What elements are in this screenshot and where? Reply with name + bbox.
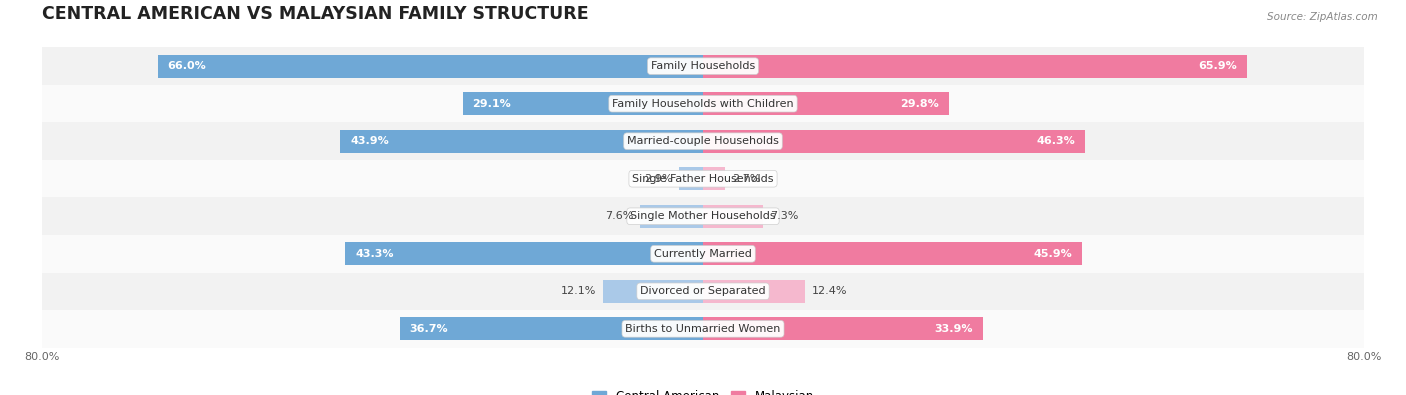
- Bar: [42, 235, 1364, 273]
- Bar: [679, 167, 703, 190]
- Text: 7.3%: 7.3%: [770, 211, 799, 221]
- Text: 29.1%: 29.1%: [472, 99, 512, 109]
- Bar: [346, 242, 703, 265]
- Bar: [157, 55, 703, 78]
- Bar: [42, 85, 1364, 122]
- Bar: [463, 92, 703, 115]
- Text: 33.9%: 33.9%: [935, 324, 973, 334]
- Text: CENTRAL AMERICAN VS MALAYSIAN FAMILY STRUCTURE: CENTRAL AMERICAN VS MALAYSIAN FAMILY STR…: [42, 5, 589, 23]
- Text: 7.6%: 7.6%: [605, 211, 634, 221]
- Bar: [703, 280, 806, 303]
- Text: Family Households: Family Households: [651, 61, 755, 71]
- Bar: [703, 317, 983, 340]
- Text: 2.7%: 2.7%: [733, 174, 761, 184]
- Text: Single Mother Households: Single Mother Households: [630, 211, 776, 221]
- Bar: [703, 130, 1085, 153]
- Bar: [42, 47, 1364, 85]
- Text: Divorced or Separated: Divorced or Separated: [640, 286, 766, 296]
- Text: 2.9%: 2.9%: [644, 174, 672, 184]
- Text: 46.3%: 46.3%: [1036, 136, 1076, 146]
- Text: Family Households with Children: Family Households with Children: [612, 99, 794, 109]
- Text: 65.9%: 65.9%: [1199, 61, 1237, 71]
- Bar: [703, 242, 1083, 265]
- Text: 12.4%: 12.4%: [813, 286, 848, 296]
- Legend: Central American, Malaysian: Central American, Malaysian: [588, 385, 818, 395]
- Bar: [42, 310, 1364, 348]
- Text: 29.8%: 29.8%: [900, 99, 939, 109]
- Bar: [703, 92, 949, 115]
- Bar: [42, 198, 1364, 235]
- Text: Married-couple Households: Married-couple Households: [627, 136, 779, 146]
- Bar: [42, 122, 1364, 160]
- Text: Source: ZipAtlas.com: Source: ZipAtlas.com: [1267, 12, 1378, 22]
- Bar: [42, 160, 1364, 198]
- Text: Births to Unmarried Women: Births to Unmarried Women: [626, 324, 780, 334]
- Text: 43.3%: 43.3%: [356, 249, 394, 259]
- Text: Single Father Households: Single Father Households: [633, 174, 773, 184]
- Bar: [399, 317, 703, 340]
- Text: 12.1%: 12.1%: [561, 286, 596, 296]
- Text: 45.9%: 45.9%: [1033, 249, 1073, 259]
- Bar: [603, 280, 703, 303]
- Bar: [640, 205, 703, 228]
- Bar: [703, 167, 725, 190]
- Text: 66.0%: 66.0%: [167, 61, 207, 71]
- Text: 43.9%: 43.9%: [350, 136, 389, 146]
- Bar: [703, 55, 1247, 78]
- Bar: [703, 205, 763, 228]
- Text: Currently Married: Currently Married: [654, 249, 752, 259]
- Text: 36.7%: 36.7%: [409, 324, 449, 334]
- Bar: [42, 273, 1364, 310]
- Bar: [340, 130, 703, 153]
